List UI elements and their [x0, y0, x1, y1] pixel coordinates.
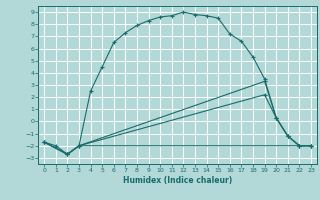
X-axis label: Humidex (Indice chaleur): Humidex (Indice chaleur)	[123, 176, 232, 185]
